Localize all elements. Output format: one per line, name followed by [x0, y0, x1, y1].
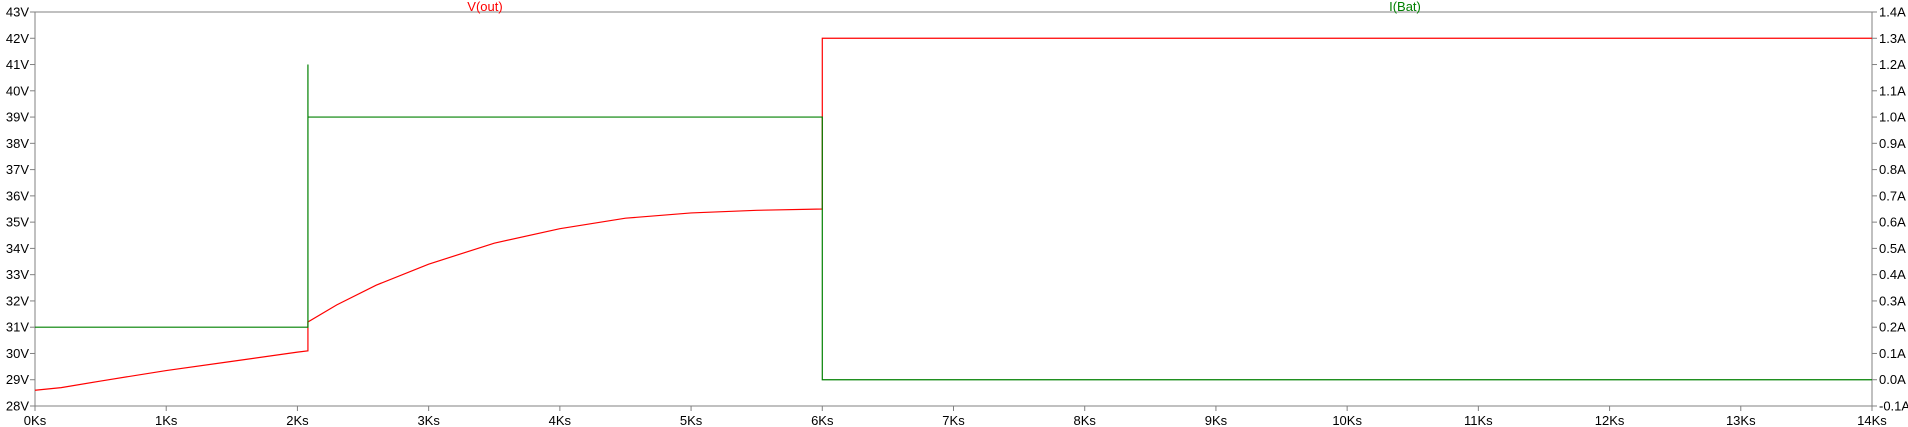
y-left-tick-label: 35V: [6, 215, 29, 230]
x-tick-label: 14Ks: [1857, 413, 1887, 427]
y-left-tick-label: 34V: [6, 241, 29, 256]
x-tick-label: 1Ks: [155, 413, 178, 427]
y-left-tick-label: 29V: [6, 372, 29, 387]
y-left-tick-label: 32V: [6, 293, 29, 308]
y-left-tick-label: 37V: [6, 162, 29, 177]
y-right-tick-label: 1.0A: [1879, 110, 1906, 125]
x-tick-label: 7Ks: [942, 413, 965, 427]
y-right-tick-label: 0.2A: [1879, 320, 1906, 335]
series-title-i-bat: I(Bat): [1389, 0, 1421, 14]
y-left-tick-label: 40V: [6, 83, 29, 98]
y-left-tick-label: 42V: [6, 31, 29, 46]
x-tick-label: 5Ks: [680, 413, 703, 427]
x-tick-label: 9Ks: [1205, 413, 1228, 427]
y-left-tick-label: 28V: [6, 399, 29, 414]
y-right-tick-label: 0.9A: [1879, 136, 1906, 151]
y-left-tick-label: 30V: [6, 346, 29, 361]
y-left-tick-label: 41V: [6, 57, 29, 72]
y-right-tick-label: 0.8A: [1879, 162, 1906, 177]
y-right-tick-label: 0.5A: [1879, 241, 1906, 256]
x-tick-label: 13Ks: [1726, 413, 1756, 427]
y-right-tick-label: 1.2A: [1879, 57, 1906, 72]
y-right-tick-label: 0.0A: [1879, 372, 1906, 387]
y-right-tick-label: -0.1A: [1879, 399, 1908, 414]
x-tick-label: 4Ks: [549, 413, 572, 427]
x-tick-label: 11Ks: [1464, 413, 1493, 427]
x-tick-label: 3Ks: [417, 413, 440, 427]
y-right-tick-label: 1.4A: [1879, 5, 1906, 20]
y-left-tick-label: 33V: [6, 267, 29, 282]
y-right-tick-label: 1.3A: [1879, 31, 1906, 46]
plot-frame: [34, 11, 1873, 407]
y-right-tick-label: 1.1A: [1879, 83, 1906, 98]
x-tick-label: 6Ks: [811, 413, 834, 427]
series-title-v-out: V(out): [467, 0, 502, 14]
y-right-tick-label: 0.4A: [1879, 267, 1906, 282]
y-right-tick-label: 0.6A: [1879, 215, 1906, 230]
x-tick-label: 8Ks: [1074, 413, 1097, 427]
y-left-tick-label: 31V: [6, 320, 29, 335]
y-left-tick-label: 43V: [6, 5, 29, 20]
y-left-tick-label: 38V: [6, 136, 29, 151]
x-tick-label: 10Ks: [1332, 413, 1362, 427]
series-titles-layer: V(out) I(Bat): [467, 0, 1421, 14]
y-right-tick-label: 0.1A: [1879, 346, 1906, 361]
y-left-tick-label: 36V: [6, 188, 29, 203]
axes-layer: [34, 11, 1873, 407]
series-line-i-bat: [35, 64, 1872, 381]
series-line-v-out: [34, 37, 1872, 391]
x-tick-label: 12Ks: [1595, 413, 1625, 427]
y-right-tick-label: 0.3A: [1879, 293, 1906, 308]
x-tick-label: 2Ks: [286, 413, 309, 427]
ticks-layer: 0Ks 1Ks 2Ks 3Ks 4Ks 5Ks 6Ks 7Ks 8Ks 9Ks 10Ks 11Ks 12…: [6, 5, 1908, 427]
x-tick-label: 0Ks: [24, 413, 47, 427]
series-layer: [34, 37, 1872, 391]
y-right-tick-label: 0.7A: [1879, 188, 1906, 203]
y-left-tick-label: 39V: [6, 110, 29, 125]
